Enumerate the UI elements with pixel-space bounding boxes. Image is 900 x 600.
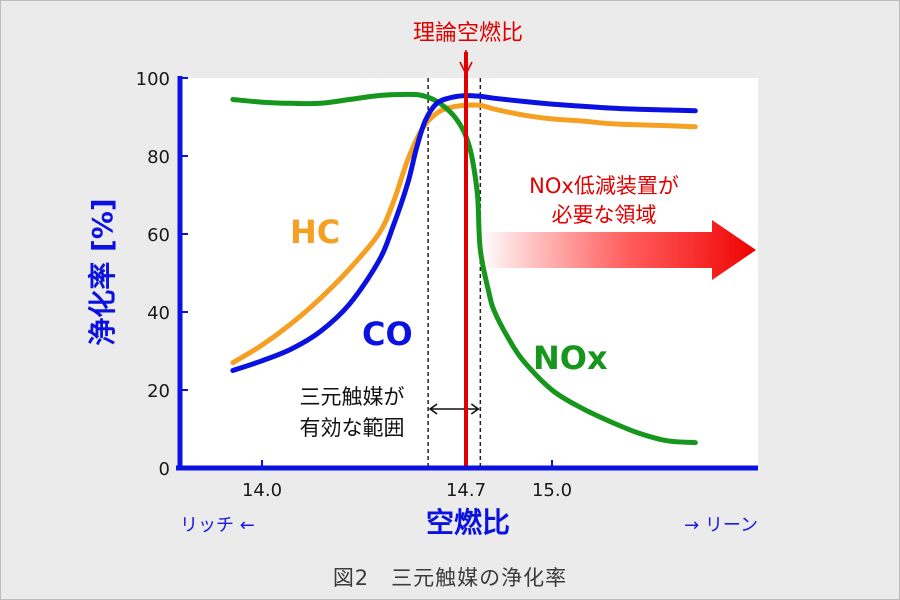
stoich-label: 理論空燃比 (413, 21, 523, 46)
window-label-line2: 有効な範囲 (300, 416, 405, 440)
x-axis-left-label: リッチ ← (180, 515, 255, 536)
window-label-line1: 三元触媒が (300, 385, 405, 409)
y-tick-label: 100 (136, 69, 170, 90)
y-tick-label: 40 (147, 303, 170, 324)
series-line-hc (230, 102, 698, 366)
series-label-hc: HC (290, 213, 340, 251)
nox-device-label-line1: NOx低減装置が (529, 174, 679, 198)
series-label-nox: NOx (533, 339, 608, 377)
y-tick-label: 80 (147, 147, 170, 168)
x-tick-label: 14.0 (242, 480, 282, 501)
nox-device-arrow (480, 220, 756, 280)
window-arrowhead-right (470, 403, 480, 415)
plot-area (180, 78, 758, 470)
y-tick-label: 0 (159, 459, 170, 480)
series-label-co: CO (362, 315, 413, 353)
window-arrowhead-left (428, 403, 438, 415)
y-axis-title: 浄化率 [%] (86, 198, 119, 345)
x-axis-title: 空燃比 (426, 506, 510, 539)
nox-device-label-line2: 必要な領域 (552, 203, 657, 227)
series-line-co (230, 93, 698, 373)
x-axis-right-label: → リーン (684, 515, 758, 536)
y-tick-label: 60 (147, 225, 170, 246)
series-line-nox (230, 91, 698, 446)
figure-caption: 図2 三元触媒の浄化率 (332, 566, 568, 590)
x-tick-label: 14.7 (446, 480, 486, 501)
x-tick-label: 15.0 (532, 480, 572, 501)
y-tick-label: 20 (147, 381, 170, 402)
